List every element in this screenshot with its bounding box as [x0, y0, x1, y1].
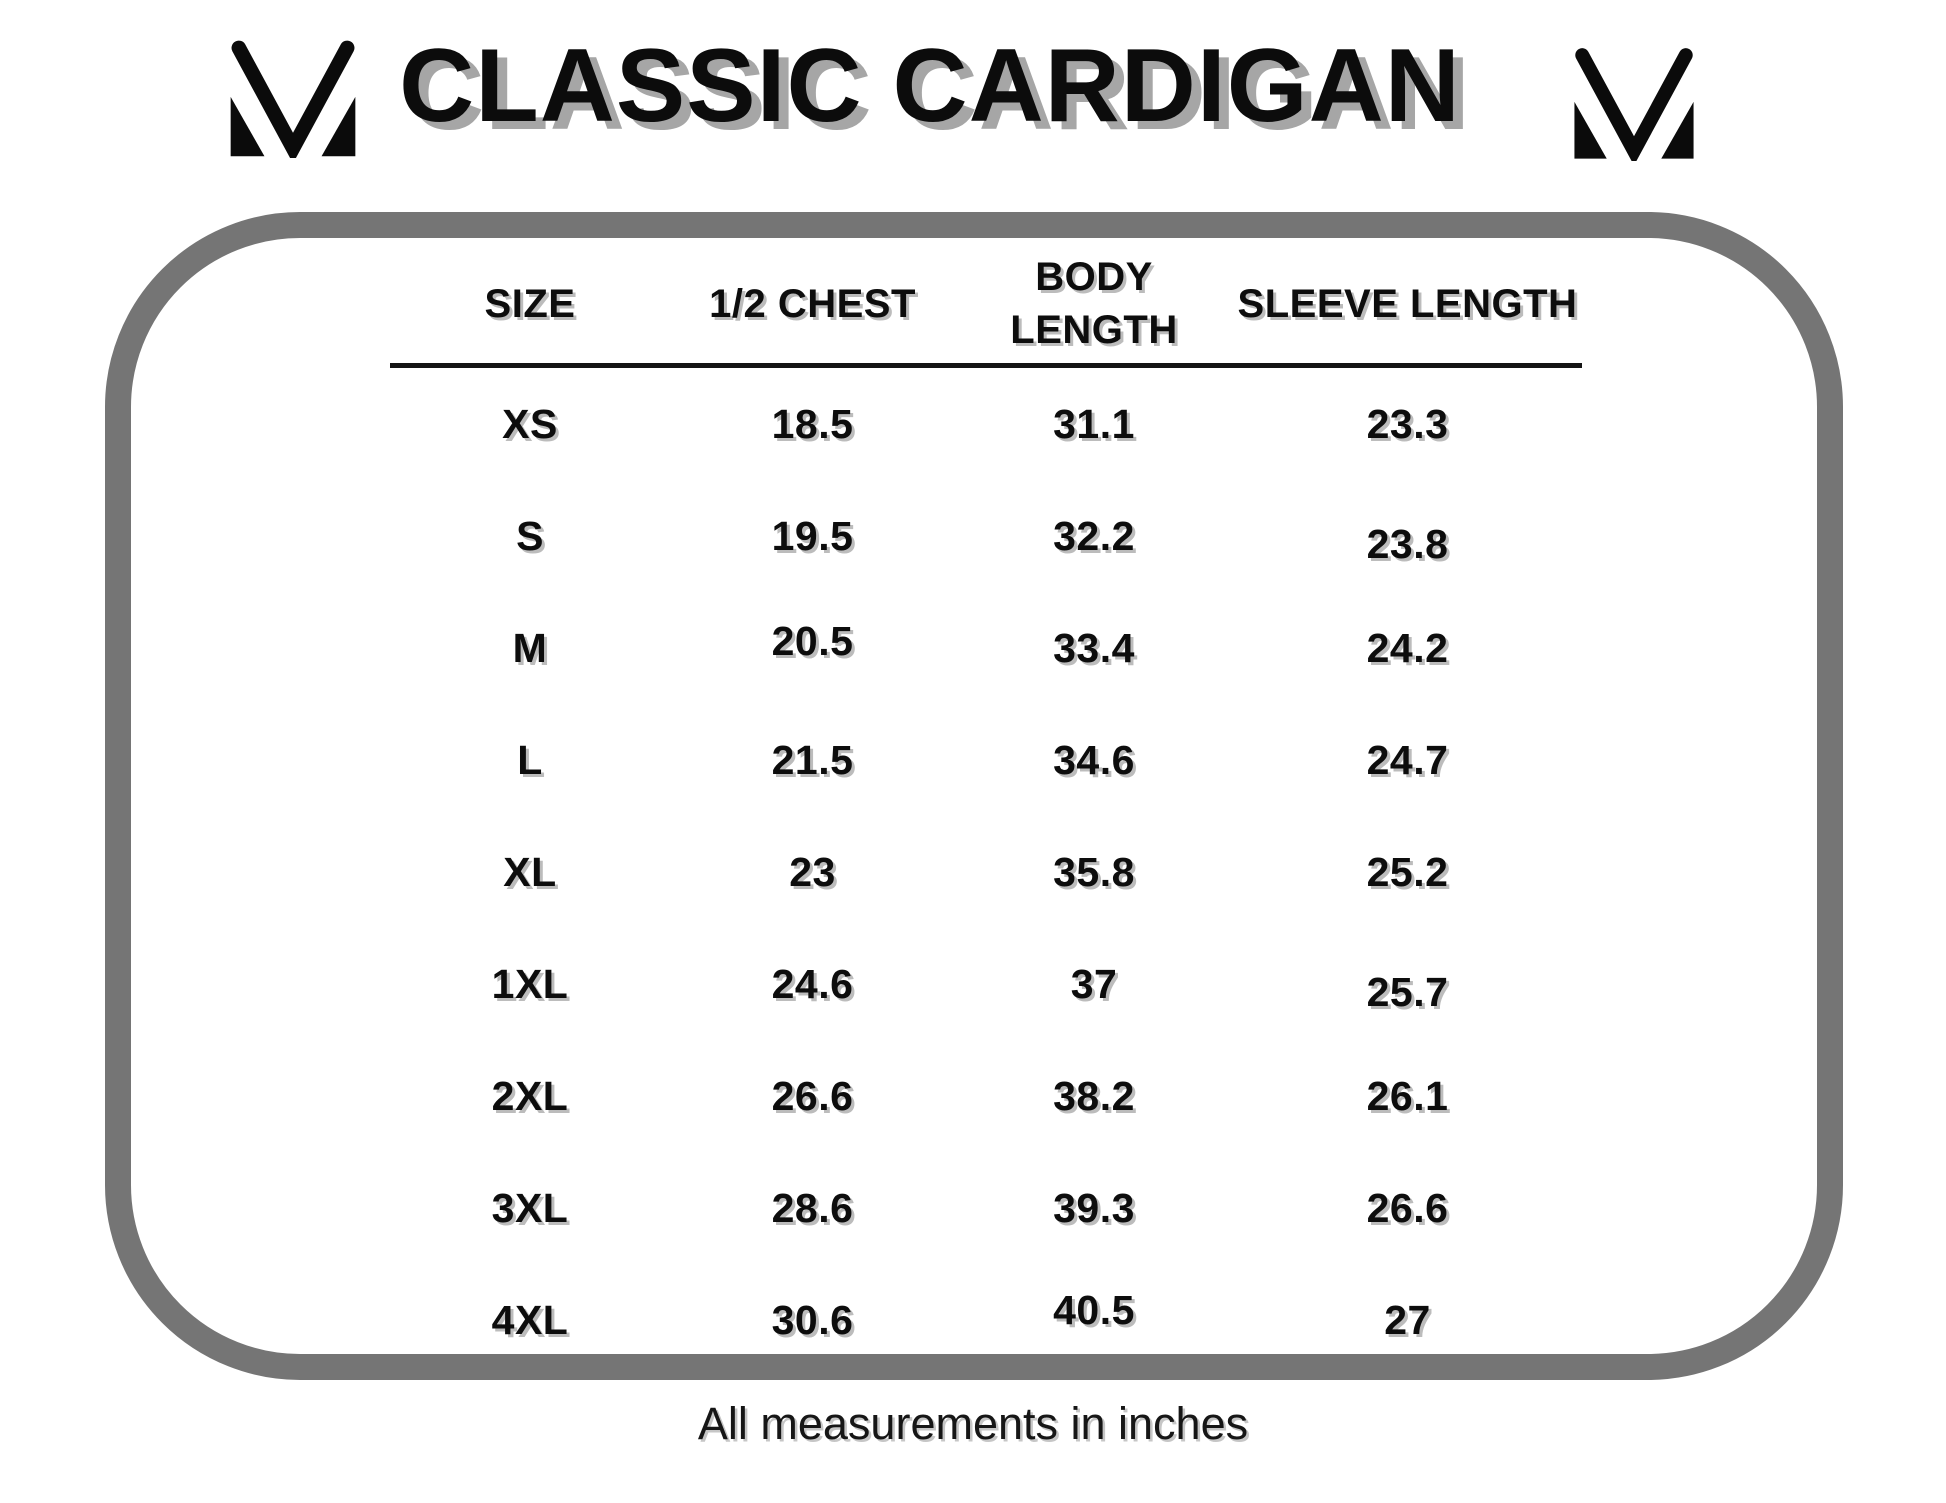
table-body: XS 18.5 31.1 23.3 S 19.5 32.2 23.8 M 20.… — [390, 368, 1582, 1376]
footer-note: All measurements in inches — [697, 1398, 1249, 1449]
half-chest-cell: 23 — [789, 848, 836, 895]
body-length-cell: 38.2 — [1053, 1072, 1135, 1119]
sleeve-length-cell: 23.3 — [1366, 400, 1449, 447]
size-cell: 2XL — [491, 1072, 569, 1119]
sleeve-length-cell: 27 — [1384, 1296, 1431, 1343]
sleeve-length-cell: 26.6 — [1366, 1184, 1449, 1231]
body-length-cell: 32.2 — [1053, 512, 1135, 559]
half-chest-cell: 26.6 — [771, 1072, 854, 1119]
body-length-cell: 31.1 — [1053, 400, 1135, 447]
half-chest-cell: 19.5 — [771, 512, 854, 559]
size-cell: XS — [502, 400, 558, 447]
size-cell: XL — [503, 848, 557, 895]
table-row: M 20.5 33.4 24.2 — [390, 592, 1582, 704]
half-chest-cell: 30.6 — [771, 1296, 854, 1343]
size-cell: M — [512, 624, 548, 671]
table-row: 1XL 24.6 37 25.7 — [390, 928, 1582, 1040]
table-row: 4XL 30.6 40.5 27 — [390, 1264, 1582, 1376]
half-chest-cell: 28.6 — [771, 1184, 854, 1231]
sleeve-length-cell: 24.7 — [1366, 736, 1449, 783]
half-chest-cell: 24.6 — [771, 960, 854, 1007]
size-cell: S — [516, 512, 544, 559]
brand-logo-icon — [230, 40, 356, 158]
sleeve-length-cell: 26.1 — [1366, 1072, 1449, 1119]
body-length-cell: 40.5 — [1053, 1286, 1135, 1333]
brand-logo-icon — [1574, 48, 1694, 161]
header-underline — [390, 363, 1582, 368]
size-chart-frame — [105, 212, 1843, 1380]
table-row: L 21.5 34.6 24.7 — [390, 704, 1582, 816]
body-length-cell: 37 — [1070, 960, 1118, 1007]
table-header-row: SIZE 1/2 CHEST BODY LENGTH SLEEVE LENGTH — [390, 245, 1582, 363]
half-chest-cell: 20.5 — [771, 617, 854, 664]
column-header: SIZE — [484, 281, 576, 326]
size-cell: 3XL — [491, 1184, 569, 1231]
sleeve-length-cell: 23.8 — [1366, 520, 1449, 567]
sleeve-length-cell: 24.2 — [1366, 624, 1449, 671]
half-chest-cell: 18.5 — [771, 400, 854, 447]
column-header: 1/2 CHEST — [709, 281, 916, 326]
size-cell: 1XL — [491, 960, 569, 1007]
size-cell: 4XL — [491, 1296, 569, 1343]
page-title: CLASSIC CARDIGAN — [399, 28, 1461, 144]
table-row: 3XL 28.6 39.3 26.6 — [390, 1152, 1582, 1264]
column-header: SLEEVE LENGTH — [1237, 281, 1578, 326]
table-row: S 19.5 32.2 23.8 — [390, 480, 1582, 592]
body-length-cell: 39.3 — [1053, 1184, 1135, 1231]
sleeve-length-cell: 25.2 — [1366, 848, 1449, 895]
size-table: SIZE 1/2 CHEST BODY LENGTH SLEEVE LENGTH… — [390, 245, 1582, 1376]
table-row: XL 23 35.8 25.2 — [390, 816, 1582, 928]
body-length-cell: 35.8 — [1053, 848, 1135, 895]
table-row: 2XL 26.6 38.2 26.1 — [390, 1040, 1582, 1152]
column-header: BODY LENGTH — [1010, 255, 1178, 352]
body-length-cell: 33.4 — [1053, 624, 1135, 671]
body-length-cell: 34.6 — [1053, 736, 1135, 783]
half-chest-cell: 21.5 — [771, 736, 854, 783]
table-row: XS 18.5 31.1 23.3 — [390, 368, 1582, 480]
sleeve-length-cell: 25.7 — [1366, 968, 1449, 1015]
size-cell: L — [517, 736, 543, 783]
